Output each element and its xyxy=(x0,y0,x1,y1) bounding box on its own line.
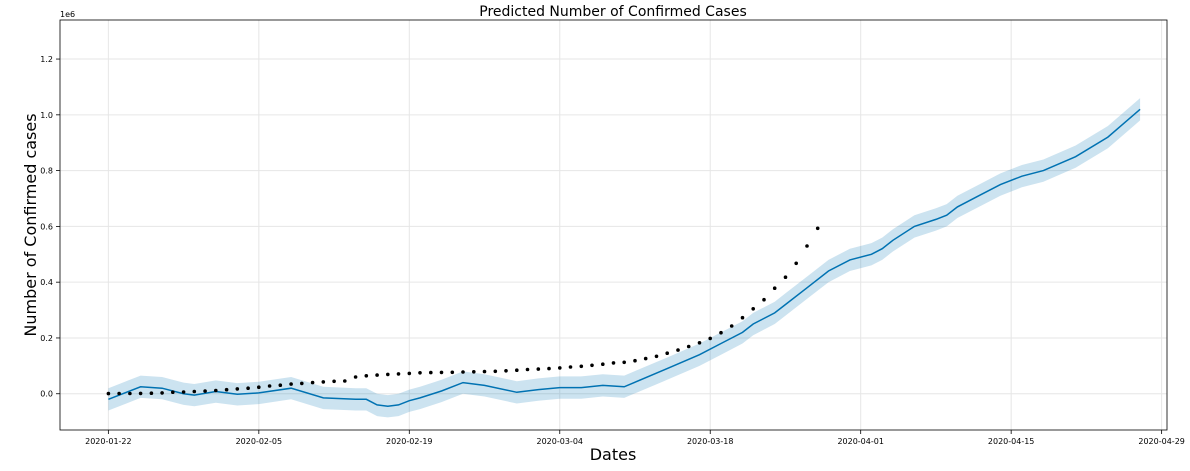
actual-data-point xyxy=(472,370,476,374)
actual-data-point xyxy=(278,383,283,388)
actual-data-point xyxy=(590,363,594,368)
actual-data-point xyxy=(160,391,164,395)
actual-data-point xyxy=(579,364,584,369)
x-tick-label: 2020-04-29 xyxy=(1138,437,1185,446)
actual-data-point xyxy=(332,379,336,384)
x-tick-label: 2020-03-04 xyxy=(537,437,584,446)
actual-data-point xyxy=(289,382,293,386)
actual-data-point xyxy=(686,344,691,349)
x-tick-label: 2020-02-19 xyxy=(386,437,433,446)
actual-data-point xyxy=(525,367,530,372)
y-tick-label: 1.0 xyxy=(40,111,53,120)
actual-data-point xyxy=(310,380,315,385)
actual-data-point xyxy=(719,330,723,335)
actual-data-point xyxy=(267,384,272,388)
actual-data-point xyxy=(493,369,498,374)
actual-data-point xyxy=(224,387,229,392)
actual-data-point xyxy=(149,391,154,396)
actual-data-point xyxy=(106,391,111,396)
y-scale-label: 1e6 xyxy=(60,10,75,19)
x-tick-label: 2020-03-18 xyxy=(687,437,734,446)
actual-data-point xyxy=(558,366,562,370)
actual-data-point xyxy=(300,381,304,386)
actual-data-point xyxy=(515,368,519,373)
actual-data-point xyxy=(815,226,820,231)
y-tick-label: 0.2 xyxy=(40,334,53,343)
x-tick-label: 2020-04-01 xyxy=(837,437,884,446)
y-tick-label: 0.8 xyxy=(40,167,53,176)
actual-data-point xyxy=(257,385,261,390)
actual-data-point xyxy=(568,365,573,369)
actual-data-point xyxy=(729,324,734,328)
actual-data-point xyxy=(622,360,626,365)
actual-data-point xyxy=(708,336,712,341)
actual-data-point xyxy=(353,375,358,379)
actual-data-point xyxy=(343,379,347,383)
x-tick-label: 2020-04-15 xyxy=(988,437,1035,446)
y-tick-label: 0.0 xyxy=(40,390,53,399)
actual-data-point xyxy=(214,388,218,393)
actual-data-point xyxy=(386,372,390,377)
forecast-line-layer xyxy=(108,108,1141,408)
y-tick-label: 0.4 xyxy=(40,278,53,287)
actual-data-point xyxy=(364,374,369,378)
actual-data-point xyxy=(676,348,680,352)
actual-data-point xyxy=(611,361,616,365)
actual-data-point xyxy=(235,387,240,391)
actual-data-point xyxy=(762,297,766,302)
actual-data-point xyxy=(429,370,433,375)
actual-data-point xyxy=(461,370,465,374)
x-axis-title: Dates xyxy=(590,445,637,464)
actual-data-point xyxy=(654,354,659,359)
actual-data-point xyxy=(772,286,777,291)
actual-data-point xyxy=(192,389,197,394)
actual-data-point xyxy=(643,356,648,361)
actual-data-point xyxy=(138,391,143,396)
y-tick-label: 1.2 xyxy=(40,55,53,64)
actual-data-point xyxy=(450,370,455,375)
forecast-line xyxy=(108,108,1141,408)
actual-data-point xyxy=(321,380,326,384)
actual-data-point xyxy=(203,389,207,393)
actual-data-point xyxy=(665,351,669,356)
actual-data-point xyxy=(181,390,186,394)
confidence-band-layer xyxy=(108,98,1141,418)
actual-data-point xyxy=(536,367,541,371)
actual-data-point xyxy=(128,391,132,396)
actual-data-point xyxy=(547,366,551,371)
actual-data-point xyxy=(439,370,444,375)
actual-data-point xyxy=(171,390,175,395)
actual-data-point xyxy=(751,307,755,311)
actual-data-point xyxy=(504,369,508,373)
plot-frame xyxy=(59,19,1168,431)
actual-data-point xyxy=(396,372,401,376)
actual-data-point xyxy=(246,386,250,391)
actual-data-point xyxy=(805,244,809,248)
y-tick-label: 0.6 xyxy=(40,222,53,231)
grid-layer xyxy=(60,20,1167,430)
x-tick-label: 2020-02-05 xyxy=(236,437,283,446)
chart-title: Predicted Number of Confirmed Cases xyxy=(479,4,747,20)
actual-points-layer xyxy=(106,226,820,396)
actual-data-point xyxy=(783,275,788,280)
x-tick-label: 2020-01-22 xyxy=(85,437,132,446)
actual-data-point xyxy=(794,261,798,266)
y-axis-title: Number of Confirmed cases xyxy=(21,113,40,336)
actual-data-point xyxy=(482,369,487,374)
actual-data-point xyxy=(601,362,605,367)
actual-data-point xyxy=(407,371,412,376)
actual-data-point xyxy=(418,371,422,375)
actual-data-point xyxy=(375,373,379,377)
actual-data-point xyxy=(117,391,121,396)
actual-data-point xyxy=(740,315,745,320)
actual-data-point xyxy=(697,341,702,345)
actual-data-point xyxy=(633,358,637,363)
ticks-layer: 2020-01-22 2020-02-05 2020-02-19 2020-03-04… xyxy=(40,55,1185,446)
confidence-band xyxy=(108,98,1141,418)
